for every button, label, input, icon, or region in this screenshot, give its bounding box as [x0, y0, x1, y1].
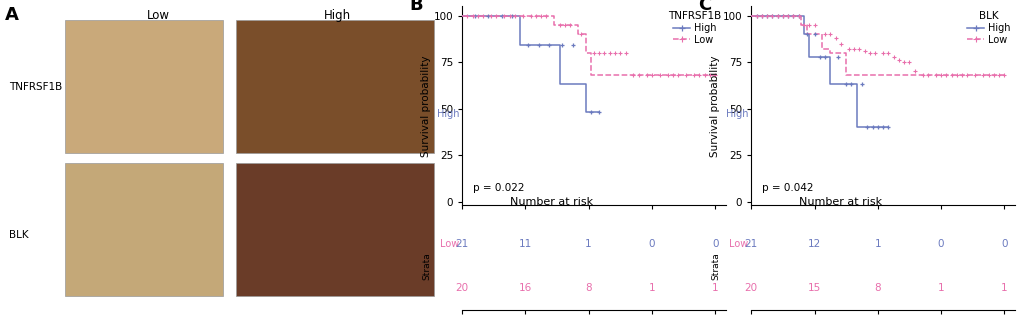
Text: 15: 15	[807, 283, 820, 293]
Text: 12: 12	[807, 239, 820, 249]
Text: 1: 1	[873, 239, 880, 249]
Y-axis label: Survival probability: Survival probability	[709, 55, 719, 157]
Text: 1: 1	[585, 239, 591, 249]
Text: High: High	[726, 109, 748, 119]
Bar	[235, 162, 434, 296]
Text: 21: 21	[455, 239, 469, 249]
Text: 16: 16	[519, 283, 532, 293]
Text: 20: 20	[455, 283, 468, 293]
Legend: High, Low: High, Low	[964, 9, 1012, 47]
Text: High: High	[323, 9, 351, 22]
Text: A: A	[5, 6, 19, 24]
Text: 21: 21	[744, 239, 757, 249]
Text: Number at risk: Number at risk	[510, 197, 592, 207]
Text: 0: 0	[1000, 239, 1007, 249]
Text: 1: 1	[936, 283, 944, 293]
Text: Number at risk: Number at risk	[798, 197, 881, 207]
Text: 1: 1	[648, 283, 654, 293]
Bar	[65, 162, 223, 296]
Text: 1: 1	[1000, 283, 1007, 293]
Text: Low: Low	[147, 9, 169, 22]
Text: 0: 0	[648, 239, 654, 249]
Bar	[65, 20, 223, 154]
Text: 0: 0	[936, 239, 944, 249]
Y-axis label: Survival probability: Survival probability	[420, 55, 430, 157]
Text: Low: Low	[440, 239, 459, 249]
Text: Strata: Strata	[710, 252, 719, 280]
Text: 1: 1	[711, 283, 717, 293]
Text: p = 0.022: p = 0.022	[472, 184, 524, 193]
Bar	[235, 20, 434, 154]
Text: p = 0.042: p = 0.042	[761, 184, 812, 193]
Legend: High, Low: High, Low	[665, 9, 722, 47]
Text: Low: Low	[729, 239, 748, 249]
Text: 8: 8	[873, 283, 880, 293]
Text: 11: 11	[519, 239, 532, 249]
Text: 20: 20	[744, 283, 757, 293]
Text: Strata: Strata	[422, 252, 431, 280]
Text: 0: 0	[711, 239, 717, 249]
Text: BLK: BLK	[9, 230, 29, 240]
Text: TNFRSF1B: TNFRSF1B	[9, 82, 62, 92]
Text: C: C	[698, 0, 711, 14]
Text: B: B	[409, 0, 423, 14]
Text: High: High	[436, 109, 459, 119]
Text: 8: 8	[585, 283, 591, 293]
